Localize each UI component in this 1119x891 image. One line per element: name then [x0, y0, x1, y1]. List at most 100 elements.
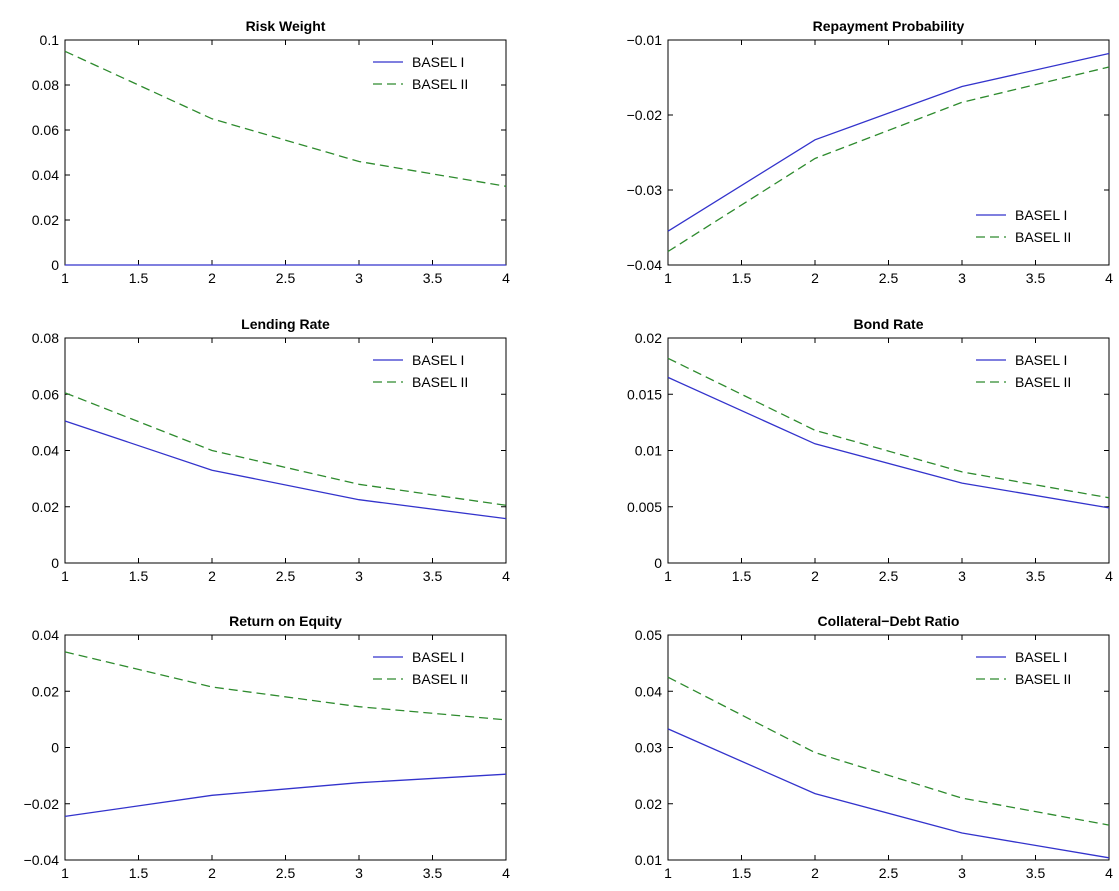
plot-area: [64, 634, 507, 861]
y-tick-label: −0.01: [627, 32, 663, 48]
legend-label: BASEL II: [1015, 671, 1071, 687]
y-tick-label: 0: [51, 257, 59, 273]
y-tick-label: 0: [51, 740, 59, 756]
y-tick-label: 0.03: [635, 740, 662, 756]
series-line-basel-ii: [667, 66, 1110, 253]
y-tick-label: −0.04: [627, 257, 663, 273]
plot-area: [64, 337, 507, 564]
x-tick-label: 3.5: [1026, 270, 1046, 286]
x-tick-label: 4: [1105, 270, 1113, 286]
y-tick-label: 0: [654, 555, 662, 571]
chart-title: Return on Equity: [229, 613, 342, 629]
legend-label: BASEL I: [1015, 207, 1067, 223]
chart-title: Collateral−Debt Ratio: [818, 613, 960, 629]
x-tick-label: 3.5: [423, 568, 443, 584]
x-tick-label: 1: [61, 568, 69, 584]
x-tick-label: 2: [811, 568, 819, 584]
x-tick-label: 2.5: [879, 865, 899, 881]
series-line-basel-i: [667, 728, 1110, 859]
x-tick-label: 4: [1105, 865, 1113, 881]
series-line-basel-ii: [667, 357, 1110, 499]
x-tick-label: 1.5: [732, 865, 752, 881]
y-tick-label: 0.02: [32, 499, 59, 515]
y-tick-label: 0.02: [32, 683, 59, 699]
x-tick-label: 1.5: [129, 865, 149, 881]
y-tick-label: −0.04: [24, 852, 60, 868]
y-tick-label: 0.06: [32, 386, 59, 402]
x-tick-label: 3.5: [1026, 865, 1046, 881]
series-line-basel-ii: [64, 651, 507, 721]
y-tick-label: 0.04: [635, 683, 662, 699]
x-tick-label: 4: [1105, 568, 1113, 584]
legend-label: BASEL I: [412, 352, 464, 368]
x-tick-label: 3: [355, 270, 363, 286]
plot-area: [667, 634, 1110, 861]
x-tick-label: 3: [355, 865, 363, 881]
x-tick-label: 1: [664, 568, 672, 584]
y-tick-label: 0.04: [32, 443, 59, 459]
chart-panel-6: Collateral−Debt Ratio 1 1.5 2 2.5 3 3.5 4 0.01 0.…: [635, 613, 1113, 881]
chart-title: Repayment Probability: [813, 18, 965, 34]
x-tick-label: 4: [502, 568, 510, 584]
series-line-basel-i: [667, 376, 1110, 509]
y-tick-label: 0.02: [32, 212, 59, 228]
y-tick-label: −0.02: [627, 107, 663, 123]
x-tick-label: 3.5: [423, 270, 443, 286]
x-tick-label: 1: [664, 865, 672, 881]
chart-title: Lending Rate: [241, 316, 330, 332]
plot-area: [667, 39, 1110, 266]
x-tick-label: 4: [502, 270, 510, 286]
x-tick-label: 3.5: [423, 865, 443, 881]
y-tick-label: 0.08: [32, 77, 59, 93]
chart-title: Bond Rate: [854, 316, 924, 332]
legend-label: BASEL II: [412, 76, 468, 92]
x-tick-label: 3: [958, 270, 966, 286]
chart-panel-2: Repayment Probability 1 1.5 2 2.5 3 3.5 4 −0.04 −…: [627, 18, 1114, 286]
series-line-basel-ii: [64, 50, 507, 187]
x-tick-label: 1: [61, 865, 69, 881]
x-tick-label: 2.5: [276, 865, 296, 881]
legend-label: BASEL I: [1015, 649, 1067, 665]
x-tick-label: 1.5: [732, 270, 752, 286]
series-line-basel-i: [64, 773, 507, 818]
y-tick-label: 0.015: [627, 386, 662, 402]
y-tick-label: 0: [51, 555, 59, 571]
y-tick-label: 0.08: [32, 330, 59, 346]
x-tick-label: 2.5: [276, 568, 296, 584]
y-tick-label: 0.06: [32, 122, 59, 138]
y-tick-label: −0.03: [627, 182, 663, 198]
y-tick-label: −0.02: [24, 796, 60, 812]
y-tick-label: 0.05: [635, 627, 662, 643]
y-tick-label: 0.01: [635, 852, 662, 868]
x-tick-label: 3: [958, 568, 966, 584]
series-line-basel-i: [667, 52, 1110, 232]
x-tick-label: 1.5: [732, 568, 752, 584]
x-tick-label: 3: [355, 568, 363, 584]
x-tick-label: 3: [958, 865, 966, 881]
y-tick-label: 0.1: [40, 32, 60, 48]
x-tick-label: 2: [811, 865, 819, 881]
legend-label: BASEL I: [412, 649, 464, 665]
x-tick-label: 2.5: [879, 568, 899, 584]
chart-title: Risk Weight: [246, 18, 326, 34]
x-tick-label: 2: [811, 270, 819, 286]
series-line-basel-ii: [667, 676, 1110, 826]
x-tick-label: 2: [208, 568, 216, 584]
plot-area: [64, 39, 507, 266]
legend-label: BASEL II: [412, 671, 468, 687]
series-line-basel-i: [64, 420, 507, 520]
chart-panel-3: Lending Rate 1 1.5 2 2.5 3 3.5 4 0 0.02 0.04 0.06 0.…: [32, 316, 510, 584]
x-tick-label: 4: [502, 865, 510, 881]
x-tick-label: 2.5: [879, 270, 899, 286]
y-tick-label: 0.005: [627, 499, 662, 515]
x-tick-label: 2: [208, 865, 216, 881]
x-tick-label: 1: [61, 270, 69, 286]
y-tick-label: 0.01: [635, 443, 662, 459]
chart-panel-1: Risk Weight 1 1.5 2 2.5 3 3.5 4 0 0.02 0.04 0.06 0.0…: [32, 18, 510, 286]
legend-label: BASEL II: [412, 374, 468, 390]
x-tick-label: 1.5: [129, 568, 149, 584]
series-line-basel-ii: [64, 392, 507, 506]
x-tick-label: 1: [664, 270, 672, 286]
x-tick-label: 1.5: [129, 270, 149, 286]
